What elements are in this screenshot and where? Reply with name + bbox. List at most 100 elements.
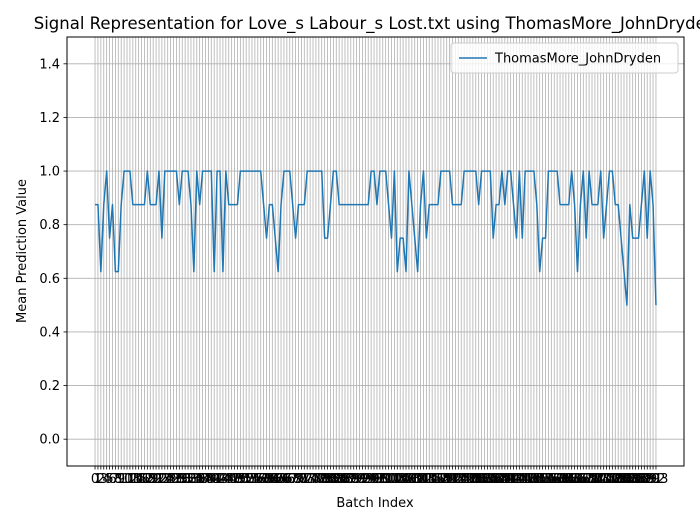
x-tick-label: 173 [585,472,610,487]
x-tick-label: 21 [148,472,165,487]
x-tick-label: 104 [385,472,410,487]
x-tick-label: 190 [635,472,660,487]
x-tick-label: 119 [428,472,453,487]
x-tick-label: 128 [455,472,480,487]
x-tick-label: 135 [475,472,500,487]
x-tick-label: 162 [553,472,578,487]
x-tick-label: 74 [302,472,319,487]
x-tick-label: 171 [580,472,605,487]
x-tick-label: 51 [235,472,252,487]
x-tick-label: 0 [91,472,99,487]
x-tick-label: 52 [238,472,255,487]
x-tick-label: 138 [484,472,509,487]
x-tick-label: 126 [449,472,474,487]
x-tick-label: 94 [360,472,377,487]
x-tick-label: 48 [226,472,243,487]
x-tick-label: 106 [391,472,416,487]
x-tick-label: 159 [545,472,570,487]
x-tick-label: 182 [612,472,637,487]
x-tick-label: 187 [626,472,651,487]
x-tick-label: 2 [97,472,105,487]
x-tick-label: 77 [311,472,328,487]
x-tick-label: 192 [641,472,666,487]
x-tick-label: 100 [373,472,398,487]
y-tick-label: 0.2 [39,379,60,394]
x-tick-label: 123 [440,472,465,487]
x-tick-label: 16 [133,472,150,487]
y-tick-label: 1.2 [39,111,60,126]
x-tick-label: 131 [463,472,488,487]
x-tick-label: 49 [229,472,246,487]
x-tick-label: 127 [452,472,477,487]
x-tick-label: 85 [334,472,351,487]
x-tick-label: 32 [180,472,197,487]
x-tick-label: 12 [122,472,139,487]
x-tick-label: 70 [290,472,307,487]
y-tick-label: 0.8 [39,218,60,233]
x-tick-label: 72 [296,472,313,487]
x-tick-label: 165 [562,472,587,487]
x-tick-label: 136 [478,472,503,487]
x-tick-label: 65 [276,472,293,487]
x-tick-label: 110 [402,472,427,487]
x-tick-label: 76 [308,472,325,487]
x-tick-label: 105 [388,472,413,487]
x-tick-label: 184 [617,472,642,487]
x-tick-label: 120 [431,472,456,487]
data [95,170,657,306]
x-tick-label: 103 [382,472,407,487]
x-tick-label: 55 [247,472,264,487]
x-tick-label: 20 [145,472,162,487]
x-tick-label: 133 [469,472,494,487]
x-tick-label: 86 [337,472,354,487]
x-tick-label: 157 [539,472,564,487]
y-tick-label: 1.4 [39,57,60,72]
x-tick-label: 58 [255,472,272,487]
x-tick-label: 90 [348,472,365,487]
legend-label: ThomasMore_JohnDryden [494,52,661,67]
x-tick-label: 7 [111,472,119,487]
x-tick-label: 124 [443,472,468,487]
x-tick-label: 130 [460,472,485,487]
x-tick-label: 66 [279,472,296,487]
x-tick-label: 163 [556,472,581,487]
x-tick-label: 54 [244,472,261,487]
x-tick-label: 121 [434,472,459,487]
x-tick-label: 178 [600,472,625,487]
x-tick-label: 111 [405,472,430,487]
x-tick-label: 153 [527,472,552,487]
x-tick-label: 169 [574,472,599,487]
x-tick-label: 117 [423,472,448,487]
x-tick-label: 41 [206,472,223,487]
x-tick-label: 114 [414,472,439,487]
x-tick-label: 62 [267,472,284,487]
x-tick-label: 172 [583,472,608,487]
x-tick-label: 22 [151,472,168,487]
y-tick-label: 1.0 [39,165,60,180]
x-tick-label: 78 [313,472,330,487]
x-tick-label: 84 [331,472,348,487]
x-tick-label: 61 [264,472,281,487]
line-series [95,170,657,306]
x-tick-label: 129 [458,472,483,487]
x-tick-label: 67 [281,472,298,487]
x-tick-label: 5 [105,472,113,487]
x-tick-label: 181 [609,472,634,487]
x-tick-label: 125 [446,472,471,487]
x-tick-label: 91 [351,472,368,487]
x-tick-label: 156 [536,472,561,487]
x-tick-label: 13 [125,472,142,487]
x-tick-label: 56 [250,472,267,487]
x-tick-label: 98 [372,472,389,487]
x-tick-label: 155 [533,472,558,487]
x-tick-label: 79 [316,472,333,487]
x-tick-label: 19 [142,472,159,487]
x-tick-label: 29 [171,472,188,487]
x-tick-label: 87 [340,472,357,487]
x-tick-label: 152 [524,472,549,487]
x-tick-label: 34 [186,472,203,487]
x-tick-label: 8 [114,472,122,487]
x-tick-label: 145 [504,472,529,487]
x-tick-label: 101 [376,472,401,487]
x-tick-label: 18 [139,472,156,487]
